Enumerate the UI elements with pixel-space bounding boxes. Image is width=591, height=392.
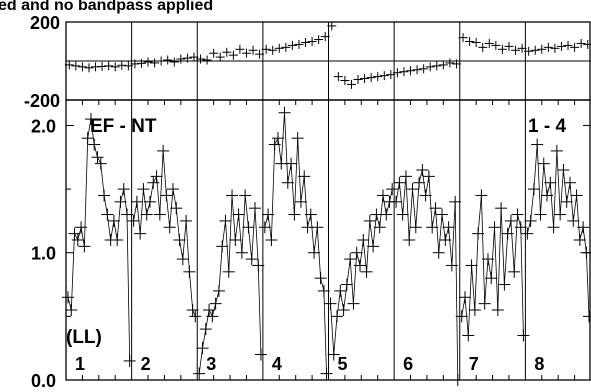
- amplitude-y-tick-label: 2.0: [31, 116, 56, 136]
- phase-series-3: [196, 44, 265, 65]
- chart-header-text: ed and no bandpass applied: [0, 0, 213, 14]
- amplitude-line: [67, 119, 131, 361]
- amplitude-series-3: 3: [193, 189, 267, 380]
- subpanel-label: 3: [206, 354, 216, 374]
- amplitude-series-7: 7: [455, 189, 530, 374]
- phase-series-5: [327, 21, 396, 89]
- amplitude-series-4: 4: [258, 106, 333, 380]
- amplitude-y-tick-label: 0.0: [31, 371, 56, 391]
- phase-series-1: [64, 60, 133, 73]
- subpanel-label: 7: [469, 354, 479, 374]
- subpanel-label: 6: [403, 354, 413, 374]
- amplitude-panel: 2.0 1.0 0.0: [31, 99, 591, 391]
- amplitude-line: [526, 144, 590, 317]
- amplitude-y-tick-label: 1.0: [31, 244, 56, 264]
- subpanel-label: 2: [141, 354, 151, 374]
- subpanel-label: 8: [534, 354, 544, 374]
- polarization-label: (LL): [66, 327, 102, 348]
- amplitude-series-6: 6: [390, 164, 464, 386]
- amplitude-line: [395, 169, 459, 381]
- phase-y-tick-label: 200: [30, 13, 60, 33]
- phase-series-6: [392, 58, 461, 78]
- subpanel-label: 5: [338, 354, 348, 374]
- phase-y-tick-label: -200: [24, 91, 60, 111]
- amplitude-series-2: 2: [127, 144, 202, 374]
- phase-series-8: [524, 38, 591, 56]
- phase-series-4: [261, 32, 330, 55]
- subpanel-label: 1: [75, 354, 85, 374]
- amplitude-series-8: 8: [521, 138, 591, 374]
- amplitude-line: [198, 195, 262, 374]
- chart-marks: 1 2 3 4 5 6 7 8: [61, 21, 591, 386]
- phase-series-7: [458, 33, 527, 55]
- subpanel-label: 4: [272, 354, 282, 374]
- amplitude-line: [133, 150, 196, 317]
- phase-series-2: [130, 52, 199, 69]
- amplitude-line: [461, 195, 524, 336]
- amplitude-annotation-right: 1 - 4: [528, 116, 566, 137]
- amplitude-annotation-left: EF - NT: [90, 116, 157, 137]
- amplitude-series-5: 5: [324, 183, 399, 374]
- amplitude-line: [264, 112, 327, 374]
- amplitude-series-1: 1: [61, 113, 136, 374]
